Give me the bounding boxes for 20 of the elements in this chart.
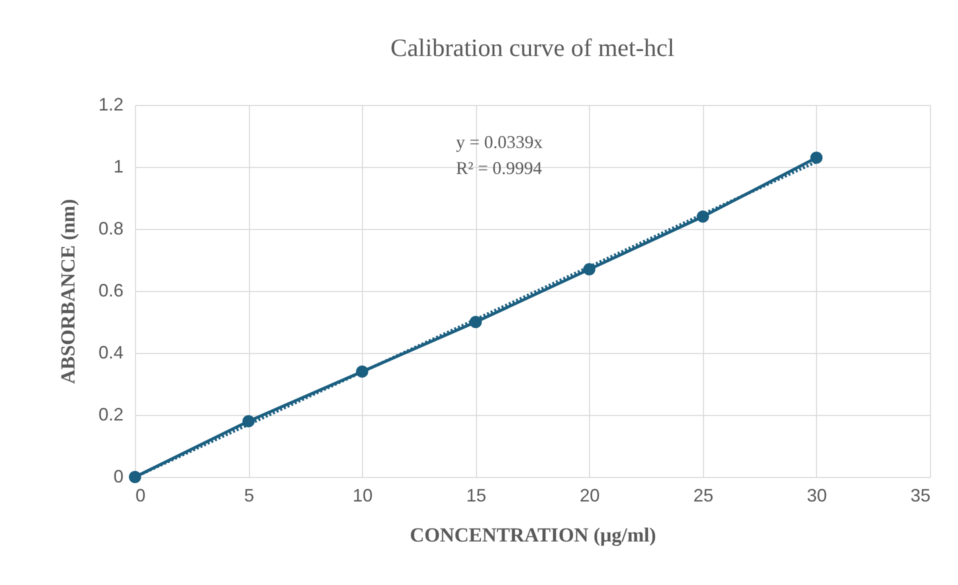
x-tick-label: 20 bbox=[580, 486, 600, 506]
x-tick-label: 0 bbox=[136, 486, 146, 506]
y-tick-label: 0.4 bbox=[98, 342, 124, 362]
y-tick-label: 1 bbox=[113, 156, 124, 176]
y-axis-title: ABSORBANCE (nm) bbox=[57, 198, 80, 384]
y-tick-label: 0.2 bbox=[98, 404, 124, 424]
annotation: R² = 0.9994 bbox=[456, 158, 542, 178]
x-tick-label: 30 bbox=[806, 486, 827, 506]
x-tick-label: 5 bbox=[244, 486, 254, 506]
y-tick-label: 0 bbox=[113, 466, 124, 486]
chart-title: Calibration curve of met-hcl bbox=[390, 35, 675, 62]
y-tick-label: 0.6 bbox=[98, 280, 124, 300]
x-tick-label: 15 bbox=[466, 486, 486, 506]
x-tick-label: 25 bbox=[693, 486, 714, 506]
y-tick-label: 1.2 bbox=[98, 94, 124, 114]
x-tick-label: 10 bbox=[352, 486, 373, 506]
x-tick-label: 35 bbox=[910, 486, 930, 506]
annotation: y = 0.0339x bbox=[456, 132, 543, 152]
y-tick-label: 0.8 bbox=[98, 218, 124, 238]
x-axis-title: CONCENTRATION (µg/ml) bbox=[410, 524, 656, 546]
